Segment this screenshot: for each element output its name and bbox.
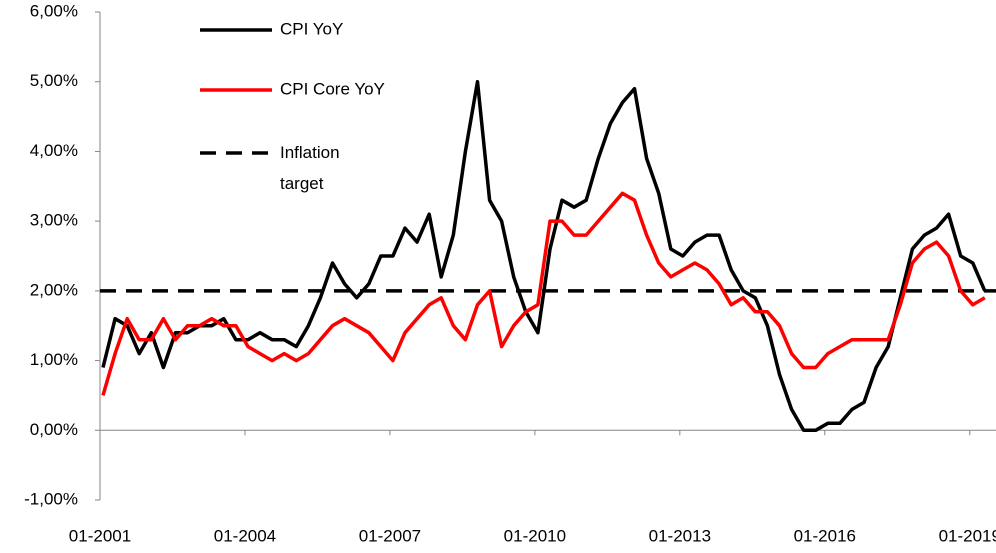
series-line [101, 191, 986, 396]
x-tick-label: 01-2016 [794, 526, 856, 545]
x-tick-label: 01-2019 [939, 526, 996, 545]
y-tick-label: 1,00% [30, 350, 78, 369]
legend-label: CPI Core YoY [280, 79, 385, 98]
y-tick-label: 2,00% [30, 280, 78, 299]
y-tick-label: 3,00% [30, 211, 78, 230]
y-tick-label: 0,00% [30, 420, 78, 439]
y-tick-label: 5,00% [30, 71, 78, 90]
series-line [101, 79, 987, 433]
legend-label: CPI YoY [280, 19, 343, 38]
legend-label: Inflation target [280, 143, 340, 193]
y-tick-label: -1,00% [24, 489, 78, 508]
x-tick-label: 01-2013 [649, 526, 711, 545]
x-tick-label: 01-2010 [504, 526, 566, 545]
y-tick-label: 6,00% [30, 1, 78, 20]
x-tick-label: 01-2004 [214, 526, 276, 545]
x-tick-label: 01-2007 [359, 526, 421, 545]
y-tick-label: 4,00% [30, 141, 78, 160]
x-tick-label: 01-2001 [69, 526, 131, 545]
